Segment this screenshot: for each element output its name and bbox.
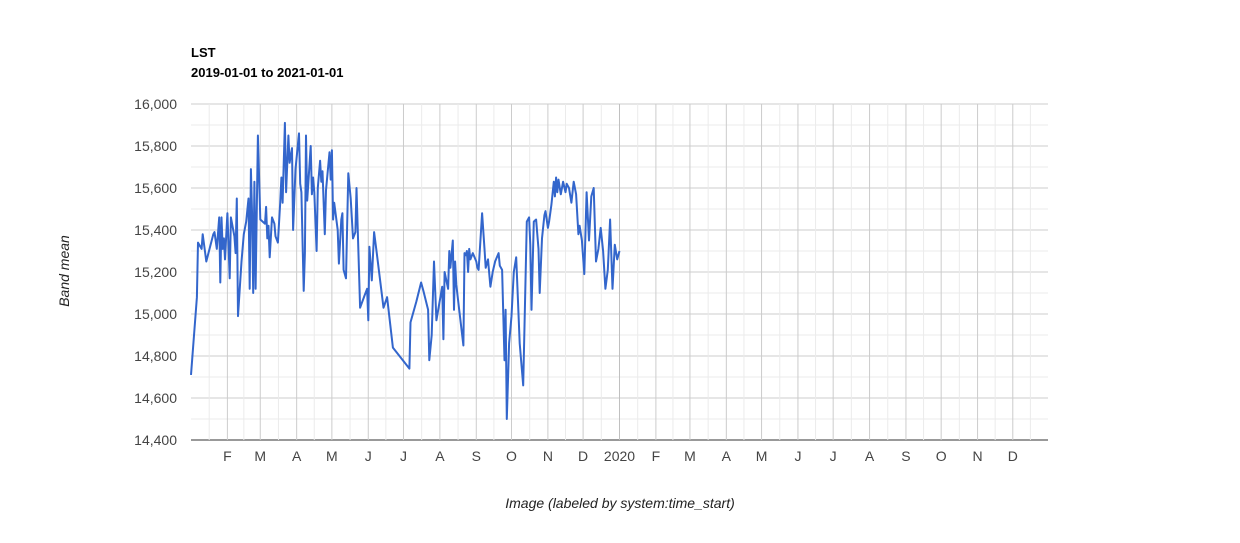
x-tick-label: M bbox=[326, 448, 338, 464]
y-tick-label: 15,000 bbox=[134, 306, 177, 322]
x-tick-label: A bbox=[722, 448, 732, 464]
x-tick-label: J bbox=[794, 448, 801, 464]
x-tick-label: J bbox=[400, 448, 407, 464]
y-tick-label: 15,600 bbox=[134, 180, 177, 196]
x-tick-label: N bbox=[543, 448, 553, 464]
chart-subtitle: 2019-01-01 to 2021-01-01 bbox=[191, 65, 344, 80]
x-tick-label: M bbox=[684, 448, 696, 464]
x-tick-label: F bbox=[223, 448, 232, 464]
x-tick-label: A bbox=[435, 448, 445, 464]
x-tick-label: M bbox=[254, 448, 266, 464]
x-axis-label: Image (labeled by system:time_start) bbox=[505, 495, 735, 511]
series-line bbox=[190, 121, 621, 420]
y-tick-label: 14,400 bbox=[134, 432, 177, 448]
y-tick-label: 15,200 bbox=[134, 264, 177, 280]
x-tick-label: M bbox=[756, 448, 768, 464]
x-tick-label: D bbox=[1008, 448, 1018, 464]
x-tick-label: S bbox=[901, 448, 910, 464]
x-tick-label: S bbox=[472, 448, 481, 464]
x-tick-label: D bbox=[578, 448, 588, 464]
x-tick-label: J bbox=[365, 448, 372, 464]
x-tick-label: A bbox=[292, 448, 302, 464]
gridlines bbox=[191, 103, 1048, 441]
chart-title: LST bbox=[191, 45, 216, 60]
x-tick-label: N bbox=[972, 448, 982, 464]
x-tick-label: J bbox=[830, 448, 837, 464]
y-tick-label: 14,800 bbox=[134, 348, 177, 364]
y-tick-label: 14,600 bbox=[134, 390, 177, 406]
x-axis-ticks: F M A M J J A S O N D 2020 F M A M J J A S O N D bbox=[223, 448, 1018, 464]
x-tick-label: O bbox=[506, 448, 517, 464]
series-group bbox=[190, 121, 621, 420]
x-tick-label: O bbox=[936, 448, 947, 464]
x-tick-label: A bbox=[865, 448, 875, 464]
y-tick-label: 15,400 bbox=[134, 222, 177, 238]
y-tick-label: 16,000 bbox=[134, 96, 177, 112]
x-tick-label: 2020 bbox=[604, 448, 635, 464]
x-tick-label: F bbox=[652, 448, 661, 464]
y-axis-ticks: 14,400 14,600 14,800 15,000 15,200 15,400 15,6… bbox=[134, 96, 177, 448]
y-tick-label: 15,800 bbox=[134, 138, 177, 154]
y-axis-label: Band mean bbox=[56, 235, 72, 307]
